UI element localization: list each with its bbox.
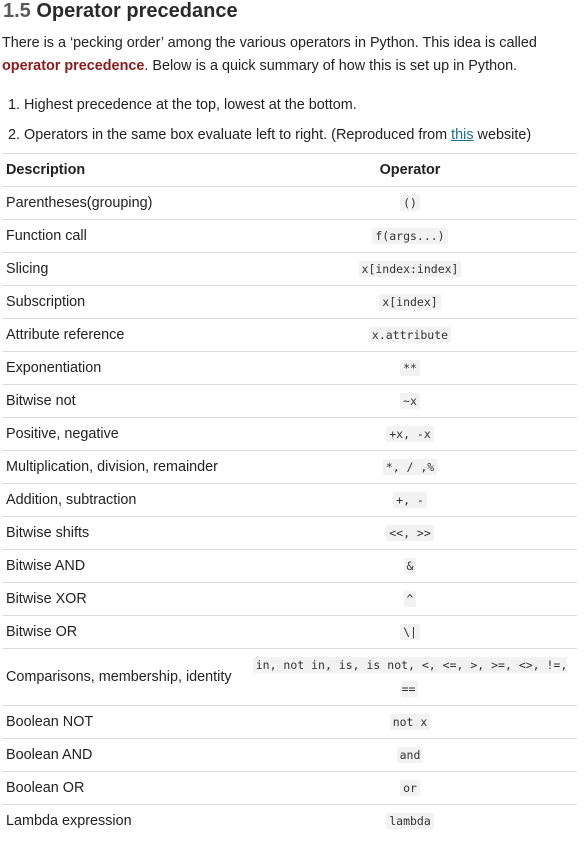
operator-cell: ~x (243, 385, 577, 418)
table-row: Boolean AND and (2, 739, 577, 772)
section-number: 1.5 (3, 0, 31, 22)
operator-description: Boolean AND (2, 739, 243, 772)
operator-cell: \| (243, 616, 577, 649)
operator-code: +, - (393, 492, 427, 508)
operator-header: Operator (243, 154, 577, 187)
operator-description: Attribute reference (2, 319, 243, 352)
operator-code: & (404, 558, 417, 574)
operator-description: Bitwise AND (2, 550, 243, 583)
table-row: Slicing x[index:index] (2, 253, 577, 286)
operator-cell: +x, -x (243, 418, 577, 451)
table-row: Exponentiation ** (2, 352, 577, 385)
table-row: Bitwise XOR ^ (2, 583, 577, 616)
operator-code: x.attribute (369, 327, 451, 343)
operator-description: Lambda expression (2, 805, 243, 838)
operator-code: \| (400, 624, 420, 640)
operator-code: ~x (400, 393, 420, 409)
operator-description: Boolean NOT (2, 706, 243, 739)
operator-code: ** (400, 360, 420, 376)
operator-description: Function call (2, 220, 243, 253)
operator-cell: f(args...) (243, 220, 577, 253)
table-row: Subscription x[index] (2, 286, 577, 319)
operator-cell: or (243, 772, 577, 805)
table-row: Lambda expression lambda (2, 805, 577, 838)
operator-description: Bitwise shifts (2, 517, 243, 550)
operator-code: in, not in, is, is not, <, <=, >, >=, <>… (253, 657, 568, 697)
intro-term: operator precedence (2, 58, 144, 74)
operator-description: Bitwise not (2, 385, 243, 418)
table-row: Positive, negative +x, -x (2, 418, 577, 451)
operator-code: and (397, 747, 424, 763)
table-row: Bitwise AND & (2, 550, 577, 583)
table-row: Parentheses(grouping) () (2, 187, 577, 220)
table-header-row: Description Operator (2, 154, 577, 187)
intro-text-before: There is a ‘pecking order’ among the var… (2, 35, 537, 51)
operator-cell: x.attribute (243, 319, 577, 352)
operator-code: or (400, 780, 420, 796)
operator-cell: *, / ,% (243, 451, 577, 484)
operator-cell: ** (243, 352, 577, 385)
table-row: Addition, subtraction +, - (2, 484, 577, 517)
operator-cell: and (243, 739, 577, 772)
table-row: Attribute reference x.attribute (2, 319, 577, 352)
operator-description: Boolean OR (2, 772, 243, 805)
operator-cell: x[index] (243, 286, 577, 319)
table-row: Bitwise shifts <<, >> (2, 517, 577, 550)
intro-paragraph: There is a ‘pecking order’ among the var… (2, 32, 578, 78)
description-header: Description (2, 154, 243, 187)
operator-code: x[index:index] (359, 261, 462, 277)
operator-cell: () (243, 187, 577, 220)
note-2: 2. Operators in the same box evaluate le… (8, 125, 531, 145)
operator-code: *, / ,% (383, 459, 437, 475)
table-body: Parentheses(grouping) () Function call f(ar… (2, 187, 577, 838)
operator-cell: in, not in, is, is not, <, <=, >, >=, <>… (243, 649, 577, 706)
intro-text-after: . Below is a quick summary of how this i… (144, 58, 517, 74)
note-2-before: 2. Operators in the same box evaluate le… (8, 127, 451, 143)
note-2-after: website) (474, 127, 532, 143)
table-row: Bitwise not ~x (2, 385, 577, 418)
table-row: Comparisons, membership, identity in, not… (2, 649, 577, 706)
table-row: Boolean NOT not x (2, 706, 577, 739)
table-row: Bitwise OR \| (2, 616, 577, 649)
table-row: Boolean OR or (2, 772, 577, 805)
operator-description: Subscription (2, 286, 243, 319)
operator-description: Exponentiation (2, 352, 243, 385)
operator-code: +x, -x (386, 426, 434, 442)
operator-code: x[index] (379, 294, 440, 310)
precedence-table: Description Operator Parentheses(groupin… (2, 153, 577, 837)
table-row: Multiplication, division, remainder *, / … (2, 451, 577, 484)
operator-description: Slicing (2, 253, 243, 286)
operator-description: Addition, subtraction (2, 484, 243, 517)
operator-cell: ^ (243, 583, 577, 616)
section-title: Operator precedance (36, 0, 237, 22)
operator-cell: x[index:index] (243, 253, 577, 286)
operator-code: not x (390, 714, 431, 730)
operator-description: Bitwise XOR (2, 583, 243, 616)
operator-cell: not x (243, 706, 577, 739)
operator-description: Positive, negative (2, 418, 243, 451)
operator-cell: lambda (243, 805, 577, 838)
source-link[interactable]: this (451, 127, 473, 143)
operator-code: ^ (404, 591, 417, 607)
operator-code: f(args...) (372, 228, 447, 244)
operator-code: () (400, 195, 420, 211)
operator-cell: +, - (243, 484, 577, 517)
operator-cell: <<, >> (243, 517, 577, 550)
operator-cell: & (243, 550, 577, 583)
table-row: Function call f(args...) (2, 220, 577, 253)
operator-description: Multiplication, division, remainder (2, 451, 243, 484)
operator-code: <<, >> (386, 525, 434, 541)
operator-description: Parentheses(grouping) (2, 187, 243, 220)
operator-description: Bitwise OR (2, 616, 243, 649)
section-heading: 1.5 Operator precedance (3, 0, 238, 26)
note-1: 1. Highest precedence at the top, lowest… (8, 95, 357, 115)
operator-code: lambda (386, 813, 434, 829)
operator-description: Comparisons, membership, identity (2, 649, 243, 706)
